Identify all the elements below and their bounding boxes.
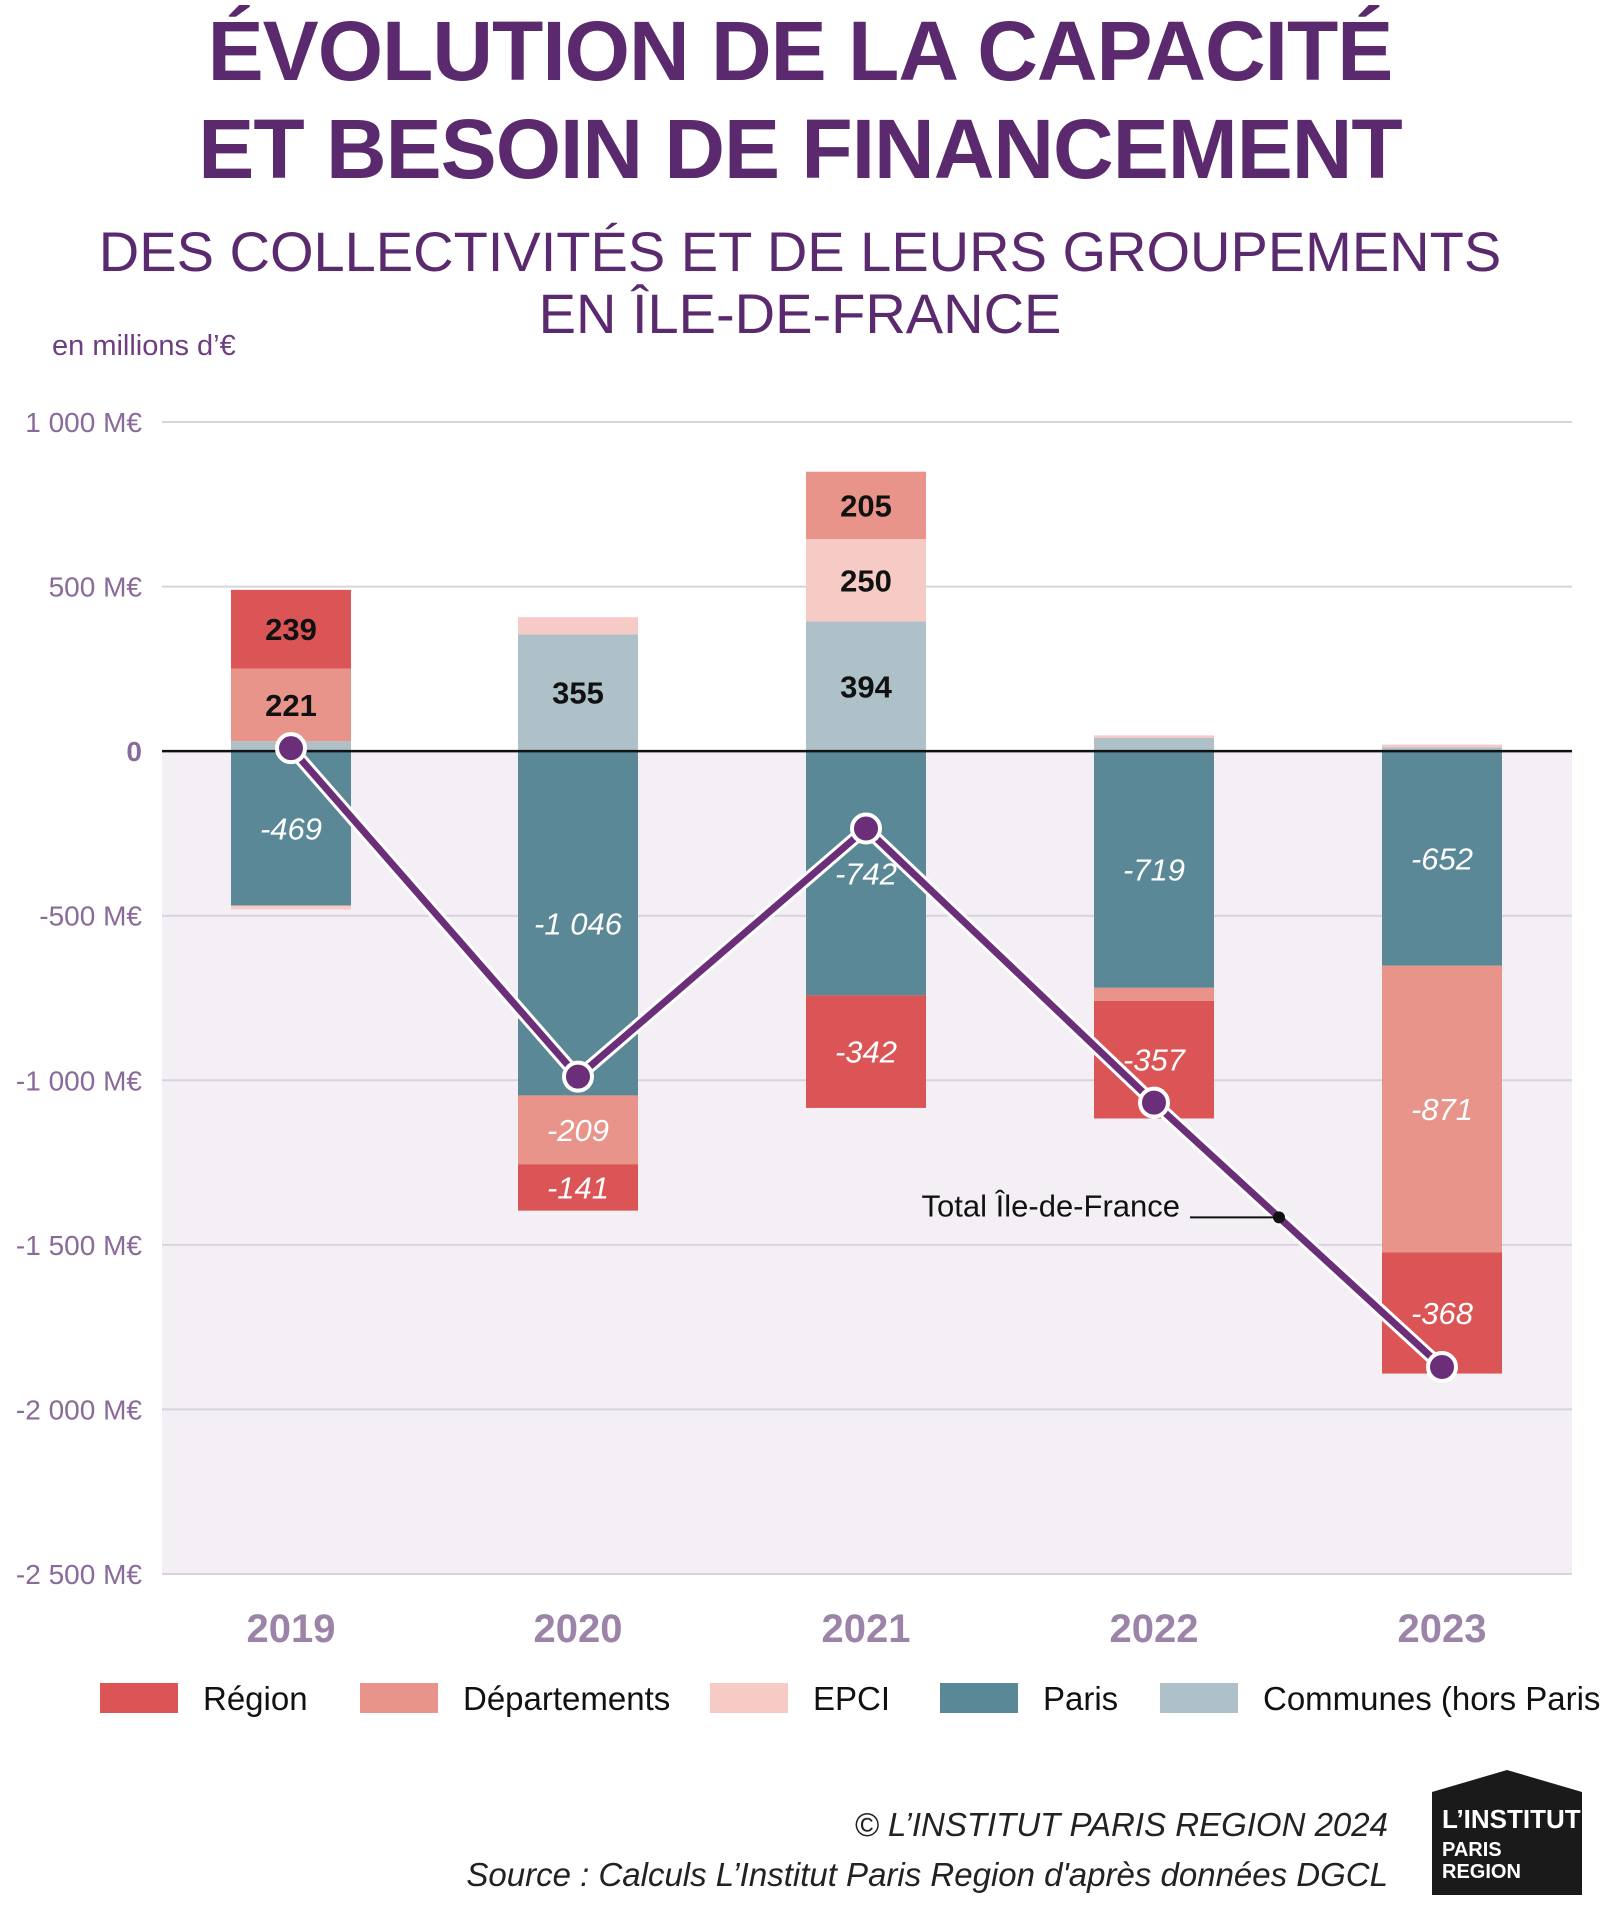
legend-label: EPCI xyxy=(813,1680,890,1717)
copyright-text: © L’INSTITUT PARIS REGION 2024 xyxy=(854,1806,1388,1843)
data-label: -368 xyxy=(1411,1296,1474,1331)
x-tick-label: 2019 xyxy=(247,1607,336,1651)
logo-line2: PARIS xyxy=(1442,1839,1502,1861)
bar-segment xyxy=(806,621,926,752)
total-line-annotation: Total Île-de-France xyxy=(922,1188,1180,1223)
data-label: 250 xyxy=(840,563,892,598)
bar-segment xyxy=(518,634,638,752)
legend-swatch xyxy=(100,1683,178,1713)
total-point xyxy=(850,812,882,845)
x-tick-label: 2021 xyxy=(822,1607,911,1651)
data-label: -652 xyxy=(1411,841,1473,876)
bar-segment xyxy=(806,471,926,540)
y-tick-label: 1 000 M€ xyxy=(25,407,142,438)
institut-logo: L’INSTITUT PARIS REGION xyxy=(1432,1770,1582,1895)
data-label: 205 xyxy=(840,488,892,523)
data-label: -719 xyxy=(1123,852,1185,887)
legend-label: Départements xyxy=(463,1680,670,1717)
bar-segment xyxy=(1094,737,1214,752)
y-tick-label: -1 000 M€ xyxy=(16,1065,142,1096)
chart-subtitle-line1: DES COLLECTIVITÉS ET DE LEURS GROUPEMENT… xyxy=(98,220,1502,283)
bar-segment xyxy=(231,905,351,910)
legend-swatch xyxy=(360,1683,438,1713)
bar-segment xyxy=(518,1095,638,1165)
bar-segment xyxy=(1382,965,1502,1253)
y-tick-label: -2 500 M€ xyxy=(16,1559,142,1590)
logo-line3: REGION xyxy=(1442,1861,1521,1883)
bar-segment xyxy=(1382,747,1502,752)
bar-segment xyxy=(518,1164,638,1211)
x-tick-label: 2023 xyxy=(1398,1607,1487,1651)
data-label: -357 xyxy=(1123,1043,1187,1078)
data-label: -209 xyxy=(547,1113,609,1148)
y-tick-label: 500 M€ xyxy=(49,572,143,603)
y-tick-label: -500 M€ xyxy=(39,901,142,932)
total-point xyxy=(562,1060,594,1093)
bar-segment xyxy=(1382,751,1502,966)
data-label: 221 xyxy=(265,688,317,723)
data-label: 355 xyxy=(552,676,604,711)
bar-segment xyxy=(231,751,351,906)
legend-swatch xyxy=(1160,1683,1238,1713)
data-label: -742 xyxy=(835,856,897,891)
bar-segment xyxy=(1094,987,1214,1001)
legend-label: Paris xyxy=(1043,1680,1118,1717)
chart-title-line2: ET BESOIN DE FINANCEMENT xyxy=(198,102,1402,196)
legend-label: Communes (hors Paris) xyxy=(1263,1680,1600,1717)
logo-line1: L’INSTITUT xyxy=(1442,1804,1581,1834)
legend-swatch xyxy=(710,1683,788,1713)
logo-shape xyxy=(1432,1770,1582,1895)
data-label: 239 xyxy=(265,612,317,647)
y-tick-label: -2 000 M€ xyxy=(16,1394,142,1425)
y-tick-label: -1 500 M€ xyxy=(16,1230,142,1261)
bar-segment xyxy=(231,589,351,669)
chart-subtitle-line2: EN ÎLE-DE-FRANCE xyxy=(538,282,1062,345)
data-label: -342 xyxy=(835,1035,897,1070)
data-label: -141 xyxy=(547,1170,609,1205)
data-label: 394 xyxy=(840,669,892,704)
bar-segment xyxy=(806,539,926,622)
x-tick-label: 2020 xyxy=(534,1607,623,1651)
annotation-dot xyxy=(1273,1211,1285,1224)
bar-segment xyxy=(1094,751,1214,988)
bar-segment xyxy=(1094,735,1214,738)
y-tick-label: 0 xyxy=(126,736,142,767)
source-text: Source : Calculs L’Institut Paris Region… xyxy=(466,1856,1388,1893)
total-point xyxy=(1138,1086,1170,1119)
bar-segment xyxy=(1382,744,1502,748)
legend-swatch xyxy=(940,1683,1018,1713)
bar-segment xyxy=(806,995,926,1108)
legend-label: Région xyxy=(203,1680,308,1717)
total-point xyxy=(275,732,307,765)
bar-segment xyxy=(518,617,638,635)
data-label: -1 046 xyxy=(534,906,623,941)
bar-segment xyxy=(231,668,351,742)
chart-title-line1: ÉVOLUTION DE LA CAPACITÉ xyxy=(207,4,1394,98)
data-label: -469 xyxy=(260,811,322,846)
x-tick-label: 2022 xyxy=(1110,1607,1199,1651)
data-label: -871 xyxy=(1411,1092,1473,1127)
unit-label: en millions d’€ xyxy=(52,330,236,362)
total-point xyxy=(1426,1350,1458,1383)
